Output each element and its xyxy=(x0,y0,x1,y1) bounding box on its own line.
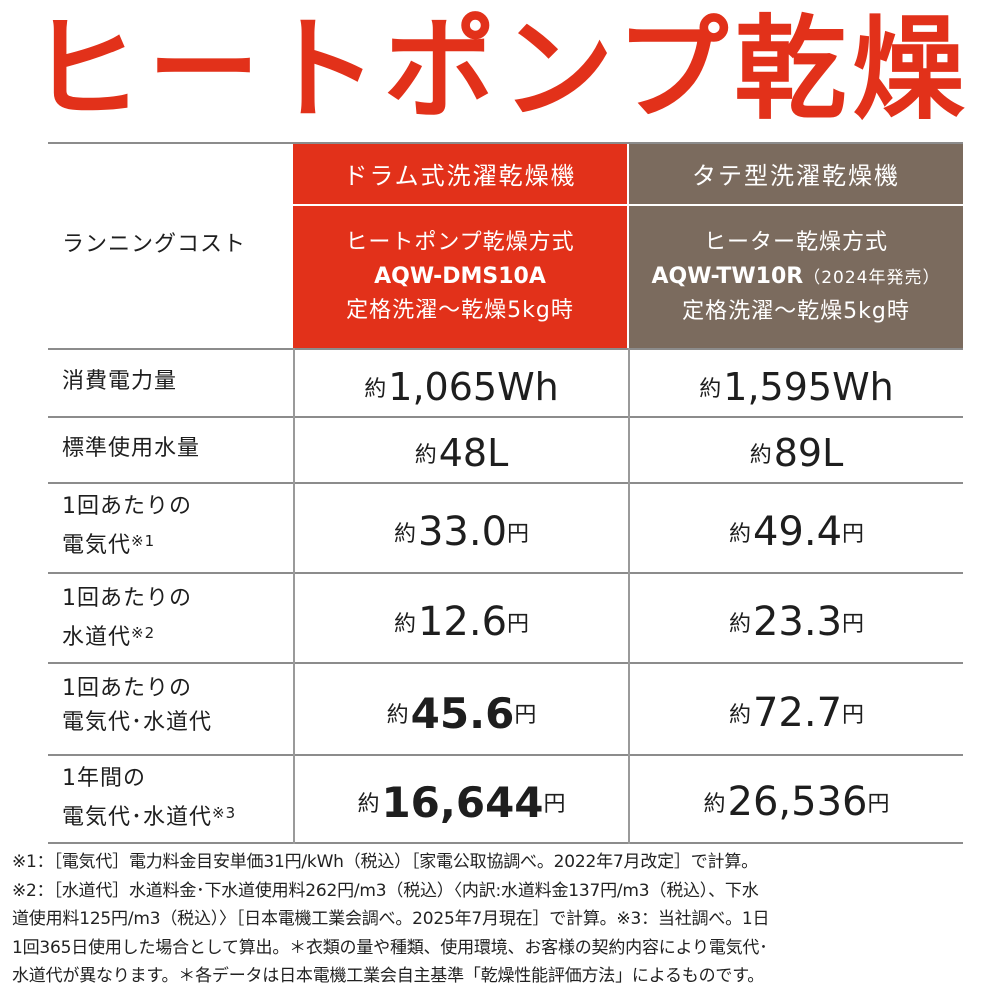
tate-condition: 定格洗濯～乾燥5kg時 xyxy=(682,298,910,324)
drum-water-fee-number: 12.6 xyxy=(417,599,508,645)
row-divider xyxy=(48,842,963,844)
footnote-line: 水道代が異なります。＊各データは日本電機工業会自主基準「乾燥性能評価方法」による… xyxy=(12,966,765,986)
tate-model-line: AQW-TW10R（2024年発売） xyxy=(652,260,941,295)
tate-electricity-number: 49.4 xyxy=(752,509,843,555)
tate-model: AQW-TW10R xyxy=(651,263,804,289)
row-label-per-use-total: 1回あたりの 電気代･水道代 xyxy=(62,676,213,735)
row-label-power: 消費電力量 xyxy=(62,369,178,394)
tate-per-use-total-number: 72.7 xyxy=(752,690,843,736)
tate-water-fee-number: 23.3 xyxy=(752,599,843,645)
tate-water-number: 89 xyxy=(773,431,823,475)
tate-water-value: 約 89 L xyxy=(749,431,844,475)
drum-water-number: 48 xyxy=(438,431,488,475)
tate-model-note: （2024年発売） xyxy=(803,267,941,288)
tate-annual-total-number: 26,536 xyxy=(727,779,868,825)
footnote-line: ※1：［電気代］電力料金目安単価31円/kWh（税込）［家電公取協調べ。2022… xyxy=(12,852,758,872)
drum-annual-total-number: 16,644 xyxy=(381,777,544,827)
drum-water-fee-value: 約 12.6 円 xyxy=(393,599,530,645)
note-ref-1: ※1 xyxy=(131,532,156,550)
row-label-water: 標準使用水量 xyxy=(62,436,201,461)
drum-header: ドラム式洗濯乾燥機 ヒートポンプ乾燥方式 AQW-DMS10A 定格洗濯～乾燥5… xyxy=(293,142,627,348)
row-divider xyxy=(48,416,963,418)
drum-spec: ヒートポンプ乾燥方式 AQW-DMS10A 定格洗濯～乾燥5kg時 xyxy=(293,206,627,348)
drum-power-unit: Wh xyxy=(497,365,559,409)
note-ref-3: ※3 xyxy=(212,804,237,822)
tate-header: タテ型洗濯乾燥機 ヒーター乾燥方式 AQW-TW10R（2024年発売） 定格洗… xyxy=(629,142,963,348)
drum-condition: 定格洗濯～乾燥5kg時 xyxy=(346,298,574,323)
drum-electricity-number: 33.0 xyxy=(417,509,508,555)
column-divider xyxy=(628,348,630,844)
tate-header-divider xyxy=(629,204,963,206)
row-divider xyxy=(48,142,963,144)
tate-water-fee-value: 約 23.3 円 xyxy=(728,599,865,645)
row-divider xyxy=(48,572,963,574)
drum-electricity-value: 約 33.0 円 xyxy=(393,509,530,555)
tate-water-unit: L xyxy=(822,431,844,475)
drum-per-use-total-number: 45.6 xyxy=(410,688,515,738)
tate-power-number: 1,595 xyxy=(723,365,833,409)
row-divider xyxy=(48,348,963,350)
tate-category: タテ型洗濯乾燥機 xyxy=(692,161,900,190)
row-divider xyxy=(48,662,963,664)
running-cost-label: ランニングコスト xyxy=(62,232,247,257)
tate-power-value: 約 1,595 Wh xyxy=(699,365,894,409)
tate-per-use-total-value: 約 72.7 円 xyxy=(728,690,865,736)
running-cost-table: ドラム式洗濯乾燥機 ヒートポンプ乾燥方式 AQW-DMS10A 定格洗濯～乾燥5… xyxy=(48,142,963,844)
drum-annual-total-value: 約 16,644 円 xyxy=(357,777,566,827)
note-ref-2: ※2 xyxy=(131,624,156,642)
tate-method: ヒーター乾燥方式 xyxy=(703,229,888,255)
drum-method: ヒートポンプ乾燥方式 xyxy=(345,230,575,255)
row-label-annual-total: 1年間の 電気代･水道代※3 xyxy=(62,766,237,830)
row-label-electricity: 1回あたりの 電気代※1 xyxy=(62,494,192,558)
column-divider xyxy=(293,348,295,844)
drum-power-number: 1,065 xyxy=(388,365,498,409)
drum-per-use-total-value: 約 45.6 円 xyxy=(386,688,537,738)
drum-water-value: 約 48 L xyxy=(414,431,509,475)
tate-annual-total-value: 約 26,536 円 xyxy=(703,779,890,825)
tate-spec: ヒーター乾燥方式 AQW-TW10R（2024年発売） 定格洗濯～乾燥5kg時 xyxy=(629,206,963,348)
drum-power-value: 約 1,065 Wh xyxy=(364,365,559,409)
row-divider xyxy=(48,754,963,756)
drum-model: AQW-DMS10A xyxy=(374,264,546,289)
page-title: ヒートポンプ乾燥 xyxy=(29,5,971,135)
row-label-water-fee: 1回あたりの 水道代※2 xyxy=(62,586,192,650)
row-divider xyxy=(48,482,963,484)
footnotes: ※1：［電気代］電力料金目安単価31円/kWh（税込）［家電公取協調べ。2022… xyxy=(12,848,992,991)
drum-header-divider xyxy=(293,204,627,206)
drum-water-unit: L xyxy=(487,431,509,475)
tate-power-unit: Wh xyxy=(832,365,894,409)
footnote-line: 道使用料125円/m3（税込）〉［日本電機工業会調べ。2025年7月現在］で計算… xyxy=(12,909,770,929)
footnote-line: 1回365日使用した場合として算出。＊衣類の量や種類、使用環境、お客様の契約内容… xyxy=(12,937,768,958)
drum-category: ドラム式洗濯乾燥機 xyxy=(343,161,577,190)
tate-electricity-value: 約 49.4 円 xyxy=(728,509,865,555)
footnote-line: ※2：［水道代］水道料金･下水道使用料262円/m3（税込）〈内訳:水道料金13… xyxy=(12,880,759,901)
